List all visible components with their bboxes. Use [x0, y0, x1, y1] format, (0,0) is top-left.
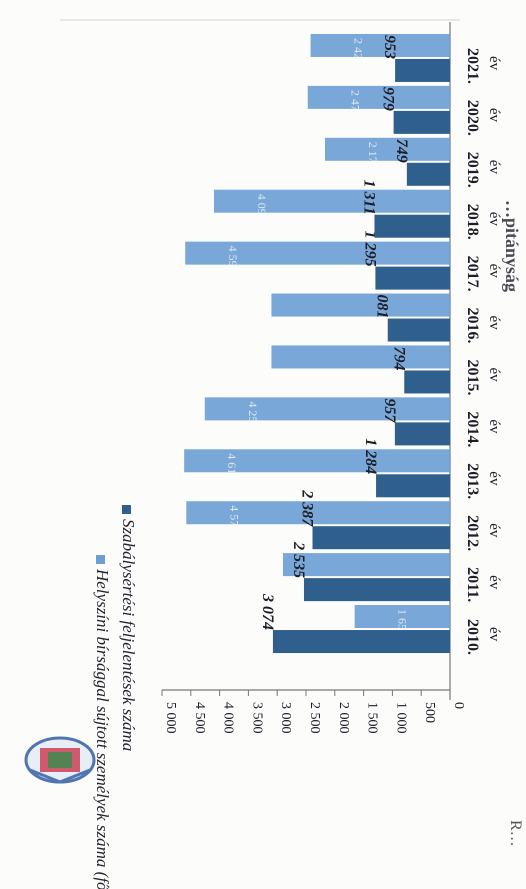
bar-series1 — [312, 526, 450, 550]
bar-series1 — [406, 162, 450, 186]
data-label-series1: 1 311 — [360, 180, 377, 215]
data-label-series2: 4 597 — [226, 246, 240, 273]
data-label-series2: 1 655 — [396, 609, 410, 636]
category-label: 2015. — [464, 359, 481, 395]
category-label-unit: év — [486, 212, 502, 227]
category-label: 2017. — [464, 256, 481, 292]
category-label: 2014. — [464, 411, 481, 447]
data-label-series2: 4 098 — [255, 194, 269, 221]
category-label-unit: év — [486, 471, 502, 486]
value-tick-label: 4 000 — [221, 702, 236, 734]
category-label: 2010. — [464, 619, 481, 655]
category-label: 2019. — [464, 152, 481, 188]
legend-label-series1: Szabálysértési feljelentések száma — [119, 519, 138, 752]
bar-series1 — [404, 370, 450, 394]
data-label-series1: 957 — [381, 398, 398, 423]
data-label-series1: 1 081 — [374, 283, 391, 319]
category-label-unit: év — [486, 367, 502, 382]
data-label-series2: 2 420 — [352, 38, 366, 65]
bar-series2 — [271, 293, 450, 317]
legend-item-series1: Szabálysértési feljelentések száma — [118, 505, 138, 751]
data-label-series1: 1 295 — [361, 231, 378, 267]
value-tick-label: 2 000 — [336, 702, 351, 734]
category-label-unit: év — [486, 264, 502, 279]
value-tick-label: 2 500 — [307, 702, 322, 734]
category-label-unit: év — [486, 108, 502, 123]
bar-series2 — [184, 449, 450, 473]
category-label-unit: év — [486, 316, 502, 331]
data-label-series2: 4 615 — [225, 453, 239, 480]
data-label-series1: 979 — [380, 87, 397, 111]
data-label-series1: 749 — [393, 139, 410, 163]
category-label: 2020. — [464, 100, 481, 136]
bar-series1 — [394, 422, 450, 446]
category-label-unit: év — [486, 160, 502, 175]
legend-label-series2: Helyszíni bírsággal sújtott személyek sz… — [93, 569, 112, 889]
bar-series2 — [185, 241, 450, 265]
category-label: 2021. — [464, 48, 481, 84]
bar-series1 — [272, 630, 450, 654]
bar-series1 — [375, 266, 450, 290]
value-tick-label: 500 — [422, 702, 437, 723]
bar-series2 — [282, 553, 450, 577]
bar-series1 — [393, 110, 450, 134]
bar-series1 — [303, 578, 450, 602]
bar-series1 — [376, 474, 450, 498]
legend-swatch-series2 — [96, 555, 106, 564]
data-label-series1: 3 074 — [259, 593, 276, 630]
data-label-series2: 4 257 — [246, 401, 260, 428]
value-tick-label: 3 000 — [278, 702, 293, 734]
bar-series1 — [374, 214, 450, 238]
category-label-unit: év — [486, 419, 502, 434]
header-text: …pitányság — [502, 200, 522, 293]
category-label: 2011. — [464, 567, 481, 602]
bar-series1 — [387, 318, 450, 342]
data-label-series1: 1 284 — [362, 438, 379, 474]
value-tick-label: 1 000 — [393, 702, 408, 734]
category-label-unit: év — [486, 575, 502, 590]
footer-text: R… — [507, 820, 524, 847]
data-label-series1: 953 — [381, 35, 398, 59]
bar-series2 — [310, 33, 450, 57]
value-tick-label: 5 000 — [163, 702, 178, 734]
bar-series2 — [325, 137, 450, 161]
bar-series2 — [271, 345, 450, 369]
category-label: 2016. — [464, 308, 481, 344]
category-label: 2013. — [464, 463, 481, 499]
bar-series2 — [204, 397, 450, 421]
value-tick-label: 4 500 — [192, 702, 207, 734]
value-tick-label: 3 500 — [249, 702, 264, 734]
data-label-series2: 2 170 — [366, 142, 380, 169]
category-label: 2012. — [464, 515, 481, 551]
data-label-series1: 2 387 — [299, 489, 316, 527]
data-label-series1: 794 — [390, 346, 407, 370]
data-label-series2: 4 578 — [227, 505, 241, 532]
category-label-unit: év — [486, 627, 502, 642]
category-label-unit: év — [486, 523, 502, 538]
bar-series2 — [354, 605, 450, 629]
data-label-series2: 2 470 — [349, 90, 363, 117]
data-label-series1: 2 535 — [290, 541, 307, 578]
value-tick-label: 0 — [451, 702, 466, 709]
bar-series2 — [213, 189, 450, 213]
police-logo-icon — [20, 730, 100, 790]
category-label-unit: év — [486, 56, 502, 71]
legend-swatch-series1 — [122, 505, 132, 514]
value-tick-label: 1 500 — [365, 702, 380, 734]
bar-series1 — [395, 58, 450, 82]
bar-series2 — [307, 85, 450, 109]
category-label: 2018. — [464, 204, 481, 240]
bar-series2 — [186, 501, 451, 525]
legend-item-series2: Helyszíni bírsággal sújtott személyek sz… — [92, 555, 112, 889]
